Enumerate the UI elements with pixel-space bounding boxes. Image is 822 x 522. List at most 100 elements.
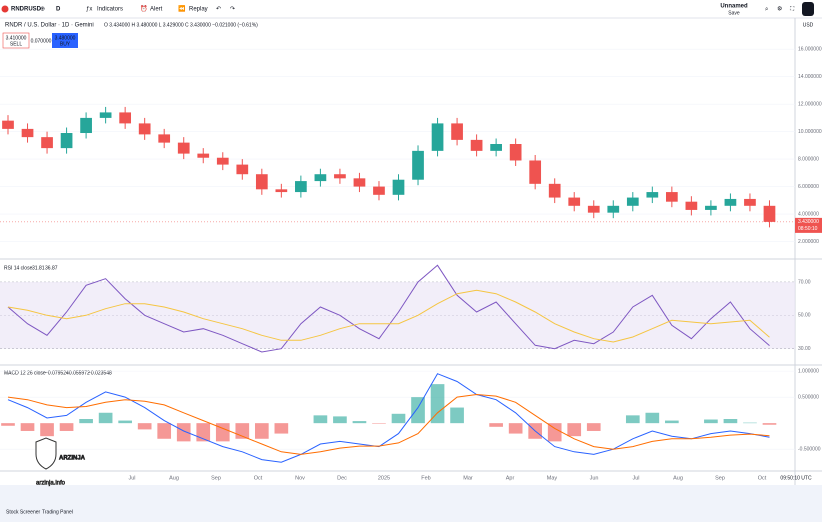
candle-body	[138, 123, 151, 135]
histogram-bar	[137, 423, 152, 430]
indicators-icon[interactable]: ƒx	[86, 7, 92, 13]
save[interactable]: Save	[728, 10, 740, 16]
histogram-bar	[430, 384, 445, 424]
histogram-bar	[723, 419, 738, 424]
x-tick-label: Mar	[463, 475, 473, 481]
bottom-bar	[0, 485, 822, 522]
candle-body	[470, 139, 483, 151]
candle-body	[490, 144, 502, 151]
watermark: ARZINJA arzinja.info	[35, 437, 86, 487]
layout-name[interactable]: Unnamed	[720, 4, 748, 10]
candle-body	[392, 179, 405, 195]
histogram-bar	[176, 423, 191, 442]
x-tick-label: Nov	[295, 475, 305, 481]
histogram-bar	[40, 423, 54, 437]
y-tick-label: 10.000000	[798, 129, 822, 135]
publish-button[interactable]	[802, 2, 814, 16]
candle-body	[295, 181, 307, 193]
histogram-bar	[411, 397, 425, 424]
replay-icon[interactable]: ⏪	[178, 5, 186, 13]
candle-body	[744, 198, 756, 206]
rsi-name: RSI 14 close	[4, 265, 33, 271]
histogram-bar	[215, 423, 230, 442]
candle-body	[373, 186, 385, 195]
buy-price: 3.480000	[55, 35, 76, 41]
indicator-line	[7, 264, 770, 353]
x-tick-label: Oct	[758, 475, 767, 481]
x-tick-label: Jul	[632, 475, 639, 481]
add-symbol[interactable]: ⊕	[40, 7, 45, 13]
search[interactable]: ⌕	[765, 7, 768, 13]
candle-body	[314, 174, 327, 182]
y-tick-label: 4.000000	[798, 211, 819, 217]
macd-second: −0.055972	[66, 370, 90, 376]
candle-body	[177, 142, 190, 154]
histogram-bar	[547, 423, 562, 442]
buy-button[interactable]	[52, 33, 78, 48]
stock-screener-tab[interactable]: Stock Screener	[6, 509, 41, 515]
x-tick-label: 2025	[378, 475, 390, 481]
indicator-line	[7, 373, 770, 463]
candle-body	[353, 178, 366, 187]
settings[interactable]: ⚙	[777, 6, 782, 13]
currency: USD	[803, 22, 814, 28]
symbol-icon	[1, 5, 9, 13]
candle-body	[607, 205, 620, 213]
redo[interactable]: ↷	[230, 6, 235, 13]
x-tick-label: Dec	[337, 475, 347, 481]
candle-body	[548, 183, 561, 198]
y-tick-label: -0.500000	[798, 447, 821, 453]
histogram-bar	[450, 407, 464, 424]
y-tick-label: 14.000000	[798, 74, 822, 80]
histogram-bar	[391, 413, 406, 424]
sell-button[interactable]	[2, 32, 30, 49]
x-tick-label: Jul	[128, 475, 135, 481]
histogram-bar	[98, 412, 113, 424]
x-tick-label: Jun	[590, 475, 599, 481]
watermark-logo	[35, 437, 57, 470]
histogram-bar	[352, 421, 367, 424]
candle-body	[80, 117, 92, 134]
last-price-tag	[795, 217, 822, 233]
histogram-bar	[157, 423, 172, 439]
x-tick-label: Sep	[211, 475, 221, 481]
indicator-line	[7, 393, 770, 455]
fullscreen[interactable]: ⛶	[790, 6, 795, 13]
candle-body	[99, 112, 112, 118]
candle-body	[529, 160, 542, 184]
candle-body	[216, 157, 229, 165]
toolbar	[0, 0, 822, 18]
plots: 2.000000 4.000000 6.000000 8.000000 10.00000…	[0, 47, 822, 481]
rsi-ma-value: 36.87	[45, 265, 58, 271]
y-tick-label: 30.00	[798, 346, 811, 352]
y-tick-label: 6.000000	[798, 184, 819, 190]
candle-body	[41, 137, 53, 149]
alert-icon[interactable]: ⏰	[140, 5, 147, 13]
histogram-bar	[567, 423, 582, 437]
candle-body	[334, 174, 346, 179]
candle-body	[685, 201, 698, 210]
undo[interactable]: ↶	[216, 6, 221, 13]
spread: 0.070000	[31, 38, 52, 44]
macd-first: −0.079524	[45, 370, 69, 376]
x-tick-label: Aug	[673, 475, 683, 481]
candle-body	[568, 197, 581, 206]
alert[interactable]: Alert	[150, 7, 163, 13]
replay[interactable]: Replay	[189, 7, 208, 13]
trading-panel-tab[interactable]: Trading Panel	[42, 509, 73, 515]
histogram-bar	[645, 412, 660, 424]
x-tick-label: Oct	[254, 475, 263, 481]
candle-body	[60, 133, 73, 149]
histogram-bar	[743, 422, 757, 424]
histogram-bar	[59, 423, 74, 431]
candle-body	[646, 192, 659, 198]
macd-third: −0.023548	[88, 370, 112, 376]
buy-label: BUY	[60, 41, 71, 47]
indicators[interactable]: Indicators	[97, 7, 123, 13]
x-tick-label: Aug	[169, 475, 179, 481]
symbol[interactable]: RNDRUSD	[11, 7, 42, 13]
candle-body	[158, 134, 171, 143]
interval[interactable]: D	[56, 7, 61, 13]
candle-body	[197, 153, 210, 158]
